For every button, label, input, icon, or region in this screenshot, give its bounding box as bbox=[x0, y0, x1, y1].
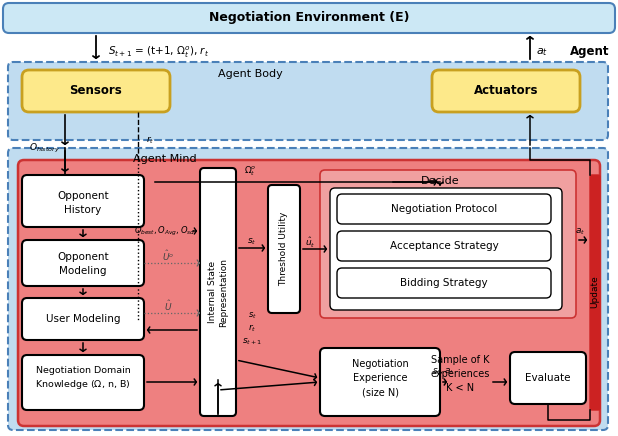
Text: (size N): (size N) bbox=[362, 387, 399, 397]
FancyBboxPatch shape bbox=[510, 352, 586, 404]
Text: $O_{best}, O_{Avg}, O_{sd}$: $O_{best}, O_{Avg}, O_{sd}$ bbox=[134, 225, 196, 238]
Text: $a_t$: $a_t$ bbox=[536, 46, 548, 58]
Text: Agent: Agent bbox=[570, 45, 610, 58]
Text: Sensors: Sensors bbox=[70, 85, 122, 98]
Text: Opponent: Opponent bbox=[57, 191, 109, 201]
Text: K < N: K < N bbox=[446, 383, 474, 393]
FancyBboxPatch shape bbox=[337, 231, 551, 261]
Text: Sample of K: Sample of K bbox=[431, 355, 489, 365]
FancyBboxPatch shape bbox=[18, 160, 600, 426]
FancyBboxPatch shape bbox=[590, 175, 600, 410]
Text: $s_t$: $s_t$ bbox=[248, 311, 256, 321]
Text: $\hat{U}$: $\hat{U}$ bbox=[164, 299, 172, 313]
Text: Negotiation: Negotiation bbox=[352, 359, 408, 369]
Text: $S_{t+1}$ = (t+1, $\Omega_t^o$), $r_t$: $S_{t+1}$ = (t+1, $\Omega_t^o$), $r_t$ bbox=[108, 44, 210, 60]
FancyBboxPatch shape bbox=[432, 70, 580, 112]
FancyBboxPatch shape bbox=[268, 185, 300, 313]
Text: $r_t$: $r_t$ bbox=[146, 134, 154, 146]
Text: $s_t$: $s_t$ bbox=[247, 237, 256, 247]
FancyBboxPatch shape bbox=[22, 355, 144, 410]
Text: Bidding Strategy: Bidding Strategy bbox=[400, 278, 488, 288]
Text: $s_t, a_t$: $s_t, a_t$ bbox=[432, 367, 454, 377]
Text: $\hat{U}^o$: $\hat{U}^o$ bbox=[162, 249, 174, 263]
FancyBboxPatch shape bbox=[8, 148, 608, 430]
Text: Modeling: Modeling bbox=[59, 266, 107, 276]
Text: $a_t$: $a_t$ bbox=[575, 227, 585, 237]
Text: Knowledge ($\Omega$, n, B): Knowledge ($\Omega$, n, B) bbox=[35, 378, 131, 391]
Text: Actuators: Actuators bbox=[474, 85, 538, 98]
Text: $O_{history}$: $O_{history}$ bbox=[28, 141, 59, 154]
FancyBboxPatch shape bbox=[22, 240, 144, 286]
Text: Update: Update bbox=[591, 276, 599, 308]
Text: $r_t$: $r_t$ bbox=[248, 322, 256, 334]
Text: Opponent: Opponent bbox=[57, 252, 109, 262]
Text: Agent Mind: Agent Mind bbox=[133, 154, 197, 164]
Text: $\Omega_t^o$: $\Omega_t^o$ bbox=[243, 164, 256, 178]
FancyBboxPatch shape bbox=[200, 168, 236, 416]
FancyBboxPatch shape bbox=[320, 170, 576, 318]
FancyBboxPatch shape bbox=[337, 268, 551, 298]
Text: Threshold Utility: Threshold Utility bbox=[279, 212, 289, 286]
FancyBboxPatch shape bbox=[3, 3, 615, 33]
Text: $\hat{u}_t$: $\hat{u}_t$ bbox=[305, 236, 315, 250]
FancyBboxPatch shape bbox=[337, 194, 551, 224]
Text: Negotiation Protocol: Negotiation Protocol bbox=[391, 204, 497, 214]
Text: Experience: Experience bbox=[353, 373, 407, 383]
FancyBboxPatch shape bbox=[8, 62, 608, 140]
Text: $s_{t+1}$: $s_{t+1}$ bbox=[242, 337, 262, 347]
FancyBboxPatch shape bbox=[320, 348, 440, 416]
Text: Negotiation Environment (E): Negotiation Environment (E) bbox=[209, 11, 409, 24]
Text: Internal State
Representation: Internal State Representation bbox=[208, 258, 227, 327]
Text: Acceptance Strategy: Acceptance Strategy bbox=[389, 241, 498, 251]
FancyBboxPatch shape bbox=[22, 175, 144, 227]
FancyBboxPatch shape bbox=[22, 298, 144, 340]
Text: Agent Body: Agent Body bbox=[218, 69, 282, 79]
Text: Decide: Decide bbox=[421, 176, 459, 186]
Text: Evaluate: Evaluate bbox=[525, 373, 571, 383]
FancyBboxPatch shape bbox=[22, 70, 170, 112]
Text: User Modeling: User Modeling bbox=[46, 314, 121, 324]
Text: experiences: experiences bbox=[430, 369, 489, 379]
Text: Negotiation Domain: Negotiation Domain bbox=[36, 365, 130, 375]
Text: History: History bbox=[64, 205, 101, 215]
FancyBboxPatch shape bbox=[330, 188, 562, 310]
